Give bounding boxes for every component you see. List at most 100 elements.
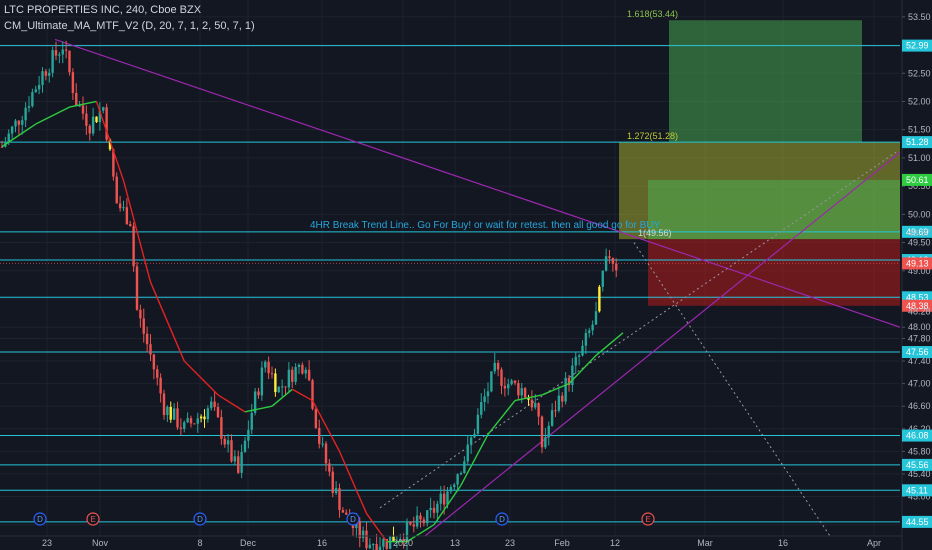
time-tick-label: 8 bbox=[197, 538, 202, 548]
candle-body bbox=[567, 377, 571, 386]
candle-body bbox=[361, 530, 365, 539]
price-tick-label: 51.50 bbox=[908, 125, 931, 135]
candle-body bbox=[405, 521, 409, 542]
candle-body bbox=[459, 473, 463, 475]
candle-body bbox=[199, 416, 203, 419]
candle-body bbox=[520, 388, 523, 396]
dividend-marker[interactable] bbox=[193, 512, 207, 526]
dividend-marker[interactable] bbox=[33, 512, 47, 526]
candle-body bbox=[496, 362, 500, 370]
earnings-marker[interactable] bbox=[641, 512, 655, 526]
price-label-text: 45.11 bbox=[906, 485, 928, 495]
candle-body bbox=[129, 224, 132, 227]
candle-body bbox=[432, 507, 436, 513]
trend-lines[interactable] bbox=[54, 38, 901, 537]
candle-body bbox=[453, 484, 456, 488]
candle-body bbox=[469, 437, 473, 445]
time-tick-label: Feb bbox=[554, 538, 570, 548]
candle-body bbox=[439, 493, 442, 504]
candle-body bbox=[132, 226, 135, 267]
price-label-box bbox=[902, 39, 932, 52]
candle-body bbox=[284, 386, 287, 388]
price-tick-label: 46.60 bbox=[908, 401, 931, 411]
time-tick-label: 16 bbox=[778, 538, 788, 548]
candle-body bbox=[503, 385, 507, 389]
candle-body bbox=[507, 384, 510, 389]
symbol-legend[interactable]: LTC PROPERTIES INC, 240, Cboe BZX bbox=[4, 4, 202, 16]
event-marker-label: E bbox=[645, 515, 650, 524]
candle-body bbox=[608, 256, 611, 258]
candle-body bbox=[513, 380, 517, 384]
candle-body bbox=[463, 461, 466, 474]
candle-body bbox=[554, 410, 557, 412]
price-tick-label: 50.00 bbox=[908, 209, 931, 219]
candle-body bbox=[112, 149, 115, 177]
candle-body bbox=[149, 344, 152, 355]
candle-body bbox=[85, 113, 88, 126]
candle-body bbox=[311, 380, 314, 409]
dividend-marker[interactable] bbox=[495, 512, 509, 526]
candle-body bbox=[267, 361, 270, 374]
candle-body bbox=[591, 324, 594, 331]
candle-body bbox=[385, 539, 388, 549]
ma-segment bbox=[149, 281, 185, 362]
ma-segment bbox=[244, 405, 273, 413]
price-tick-label: 45.40 bbox=[908, 469, 931, 479]
candle-body bbox=[37, 84, 41, 90]
candle-body bbox=[58, 54, 61, 56]
price-label-box bbox=[902, 429, 932, 442]
event-marker-label: D bbox=[197, 515, 203, 524]
candle-body bbox=[220, 417, 223, 439]
candle-body bbox=[118, 203, 122, 209]
time-tick-label: 13 bbox=[450, 538, 460, 548]
candle-body bbox=[581, 345, 584, 356]
price-tick-label: 48.00 bbox=[908, 322, 931, 332]
candle-body bbox=[17, 120, 21, 125]
candle-body bbox=[68, 50, 71, 73]
candle-body bbox=[31, 92, 34, 107]
candle-body bbox=[429, 507, 432, 511]
candle-body bbox=[139, 309, 142, 319]
price-label-text: 51.28 bbox=[906, 137, 929, 147]
candle-body bbox=[162, 393, 166, 416]
candle-body bbox=[530, 399, 534, 408]
candle-body bbox=[365, 530, 368, 549]
price-tick-label: 49.00 bbox=[908, 266, 931, 276]
candle-body bbox=[75, 92, 78, 107]
candle-body bbox=[527, 397, 530, 400]
ma-segment bbox=[514, 394, 543, 402]
ma-segment bbox=[311, 400, 341, 452]
candle-body bbox=[368, 544, 372, 549]
candle-body bbox=[196, 418, 199, 424]
price-label-box bbox=[902, 299, 932, 312]
candle-body bbox=[7, 133, 10, 143]
candle-body bbox=[186, 418, 189, 423]
time-tick-label: 16 bbox=[317, 538, 327, 548]
candle-body bbox=[61, 49, 64, 55]
indicator-legend[interactable]: CM_Ultimate_MA_MTF_V2 (D, 20, 7, 1, 2, 5… bbox=[4, 20, 255, 32]
candle-body bbox=[476, 414, 480, 434]
time-axis[interactable]: 23 Nov 8 Dec 16 2020 13 23 Feb 12 Mar 16 Apr bbox=[0, 535, 902, 548]
candle-body bbox=[324, 443, 328, 464]
earnings-marker[interactable] bbox=[86, 512, 100, 526]
candle-body bbox=[226, 440, 230, 445]
candle-series bbox=[0, 40, 618, 550]
candle-body bbox=[21, 120, 24, 125]
candle-body bbox=[41, 71, 44, 85]
candle-body bbox=[517, 383, 520, 396]
candle-body bbox=[51, 50, 54, 73]
ma-segment bbox=[595, 332, 624, 356]
dividend-marker[interactable] bbox=[346, 512, 360, 526]
candle-body bbox=[510, 380, 513, 385]
candle-body bbox=[604, 256, 608, 271]
candle-body bbox=[449, 487, 453, 492]
candle-body bbox=[14, 120, 17, 127]
candle-body bbox=[125, 207, 129, 225]
candle-body bbox=[577, 355, 581, 357]
candle-body bbox=[193, 423, 196, 425]
candle-body bbox=[534, 403, 537, 408]
candle-body bbox=[115, 176, 118, 204]
candle-body bbox=[169, 406, 172, 420]
